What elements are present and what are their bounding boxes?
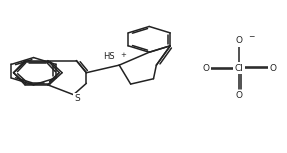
Text: O: O (202, 64, 209, 73)
Text: O: O (236, 36, 243, 45)
Text: +: + (121, 52, 127, 58)
Text: −: − (248, 33, 254, 42)
Text: S: S (74, 94, 80, 103)
Text: HS: HS (103, 52, 115, 61)
Text: O: O (269, 64, 276, 73)
Text: Cl: Cl (235, 64, 244, 73)
Text: O: O (236, 91, 243, 100)
